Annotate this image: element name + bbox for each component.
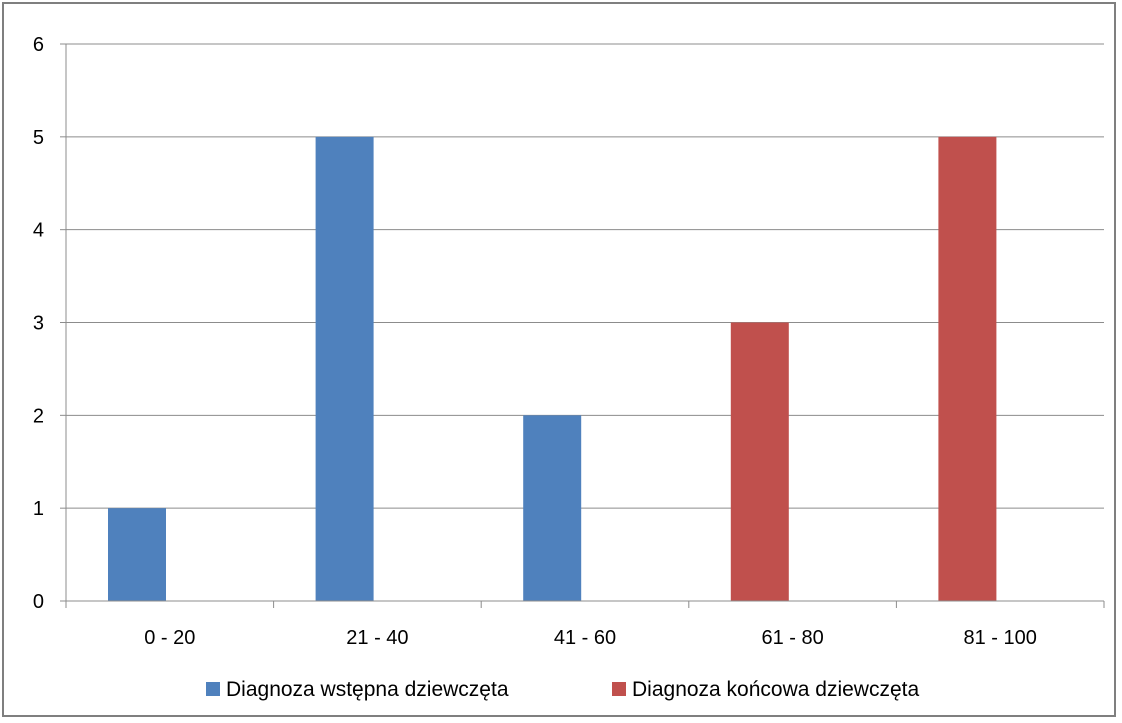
- y-tick-label: 3: [33, 313, 44, 335]
- x-tick-label: 61 - 80: [761, 627, 823, 649]
- x-tick-label: 21 - 40: [346, 627, 408, 649]
- x-tick-label: 0 - 20: [144, 627, 195, 649]
- y-tick-labels: 0 1 2 3 4 5 6: [33, 34, 44, 613]
- bar: [523, 415, 582, 601]
- x-tick-label: 41 - 60: [554, 627, 616, 649]
- legend: Diagnoza wstępna dziewczęta Diagnoza końc…: [206, 678, 919, 701]
- bar: [108, 508, 166, 601]
- x-tick-labels: 0 - 20 21 - 40 41 - 60 61 - 80 81 - 100: [144, 627, 1037, 649]
- axes: [60, 43, 1105, 608]
- y-tick-label: 0: [33, 591, 44, 613]
- y-tick-label: 1: [33, 498, 44, 520]
- y-tick-label: 6: [33, 34, 44, 56]
- legend-label: Diagnoza końcowa dziewczęta: [632, 678, 919, 701]
- bar: [730, 322, 789, 601]
- bar: [315, 136, 374, 602]
- y-tick-label: 4: [33, 220, 44, 242]
- legend-swatch: [206, 682, 220, 696]
- y-tick-label: 5: [33, 127, 44, 149]
- bar: [938, 136, 997, 602]
- x-tick-label: 81 - 100: [964, 627, 1037, 649]
- gridlines: [66, 43, 1104, 509]
- bar-chart: 0 1 2 3 4 5 6 0 - 20 21 - 40 41 - 60 61 - 80 81 - …: [33, 34, 1105, 701]
- bars: [108, 136, 997, 602]
- legend-label: Diagnoza wstępna dziewczęta: [226, 678, 509, 701]
- y-tick-label: 2: [33, 405, 44, 427]
- legend-swatch: [612, 682, 626, 696]
